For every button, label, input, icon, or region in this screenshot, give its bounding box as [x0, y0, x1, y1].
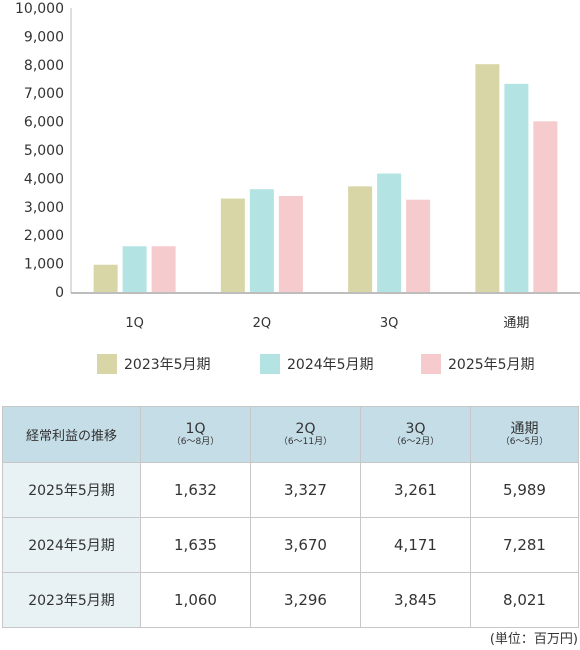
x-category-label: 1Q: [125, 316, 144, 330]
x-category-label: 2Q: [253, 316, 272, 330]
header-main-3q: 3Q: [405, 421, 426, 437]
legend-swatch-2023: [97, 354, 117, 374]
row-label: 2024年5月期: [2, 517, 141, 573]
table-cell: 5,989: [470, 462, 579, 518]
table-cell: 3,327: [250, 462, 361, 518]
header-sub-1q: （6～8月）: [171, 437, 220, 447]
y-tick-label: 9,000: [24, 29, 64, 45]
bar: [220, 198, 245, 292]
y-tick-label: 2,000: [24, 228, 64, 244]
table-cell: 1,635: [140, 517, 251, 573]
table-cell: 3,670: [250, 517, 361, 573]
bar: [151, 246, 176, 292]
table-header-3q: 3Q （6～2月）: [360, 406, 471, 463]
table-header-full-year: 通期 （6～5月）: [470, 406, 579, 463]
ordinary-profit-table: 経常利益の推移 1Q （6～8月） 2Q （6～11月） 3Q （6～2月） 通…: [2, 406, 579, 628]
y-tick-label: 10,000: [15, 1, 64, 17]
table-row: 2023年5月期 1,060 3,296 3,845 8,021: [2, 572, 579, 628]
legend-swatch-2025: [421, 354, 441, 374]
table-cell: 3,261: [360, 462, 471, 518]
legend-label-2025: 2025年5月期: [448, 357, 535, 373]
bar: [249, 189, 274, 292]
y-tick-label: 3,000: [24, 200, 64, 216]
y-tick-label: 0: [55, 285, 64, 301]
y-tick-label: 1,000: [24, 257, 64, 273]
legend-item-2024: 2024年5月期: [260, 352, 374, 376]
x-category-label: 通期: [503, 316, 529, 330]
table-cell: 7,281: [470, 517, 579, 573]
y-tick-label: 5,000: [24, 143, 64, 159]
bar: [475, 64, 500, 292]
table-header-2q: 2Q （6～11月）: [250, 406, 361, 463]
row-label: 2023年5月期: [2, 572, 141, 628]
legend-item-2025: 2025年5月期: [421, 352, 535, 376]
table-cell: 3,296: [250, 572, 361, 628]
bar: [377, 173, 402, 292]
bar: [278, 196, 303, 292]
bar: [93, 264, 118, 292]
header-main-full-year: 通期: [510, 421, 539, 437]
table-cell: 1,060: [140, 572, 251, 628]
bar-chart: 0 1,000 2,000 3,000 4,000 5,000 6,000 7,000 8,00…: [15, 1, 580, 330]
header-main-2q: 2Q: [295, 421, 316, 437]
table-header-row: 経常利益の推移 1Q （6～8月） 2Q （6～11月） 3Q （6～2月） 通…: [2, 406, 579, 463]
legend-label-2024: 2024年5月期: [287, 357, 374, 373]
chart-legend: 2023年5月期 2024年5月期 2025年5月期: [0, 352, 580, 376]
table-cell: 4,171: [360, 517, 471, 573]
legend-label-2023: 2023年5月期: [124, 357, 211, 373]
table-corner-label: 経常利益の推移: [2, 406, 141, 463]
y-tick-label: 6,000: [24, 115, 64, 131]
y-tick-label: 4,000: [24, 171, 64, 187]
legend-item-2023: 2023年5月期: [97, 352, 211, 376]
legend-swatch-2024: [260, 354, 280, 374]
header-sub-3q: （6～2月）: [391, 437, 440, 447]
y-tick-label: 7,000: [24, 86, 64, 102]
bar: [348, 186, 373, 292]
header-sub-2q: （6～11月）: [278, 437, 333, 447]
x-category-label: 3Q: [380, 316, 399, 330]
unit-note: (単位：百万円): [489, 632, 578, 647]
bar: [504, 83, 529, 292]
table-row: 2025年5月期 1,632 3,327 3,261 5,989: [2, 462, 579, 518]
bar: [122, 246, 147, 292]
table-cell: 3,845: [360, 572, 471, 628]
header-sub-full-year: （6～5月）: [500, 437, 549, 447]
header-main-1q: 1Q: [185, 421, 206, 437]
row-label: 2025年5月期: [2, 462, 141, 518]
bar: [533, 121, 558, 292]
bar: [406, 199, 431, 292]
y-tick-label: 8,000: [24, 58, 64, 74]
chart-svg: 0 1,000 2,000 3,000 4,000 5,000 6,000 7,000 8,00…: [15, 1, 580, 330]
table-header-1q: 1Q （6～8月）: [140, 406, 251, 463]
table-cell: 8,021: [470, 572, 579, 628]
table-cell: 1,632: [140, 462, 251, 518]
table-row: 2024年5月期 1,635 3,670 4,171 7,281: [2, 517, 579, 573]
